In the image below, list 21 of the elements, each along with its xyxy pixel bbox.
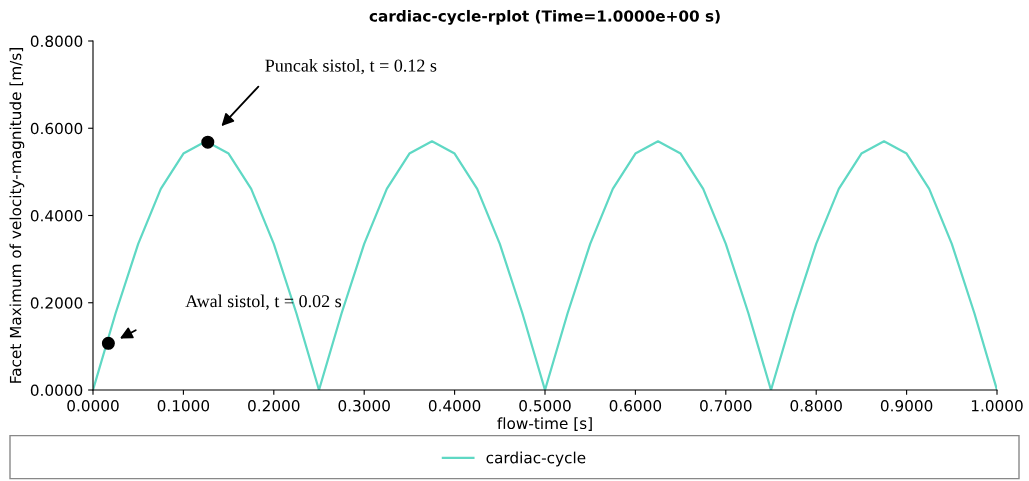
x-axis-title: flow-time [s] [497, 417, 592, 431]
x-tick-label: 0.6000 [609, 399, 662, 412]
y-tick-label: 0.6000 [30, 122, 83, 135]
x-tick-label: 0.5000 [519, 399, 571, 412]
chart-title: cardiac-cycle-rplot (Time=1.0000e+00 s) [369, 9, 720, 25]
x-tick-label: 0.3000 [338, 399, 390, 412]
y-tick-label: 0.4000 [30, 209, 83, 222]
x-tick-label: 0.0000 [67, 399, 119, 412]
y-tick-label: 0.2000 [30, 297, 83, 309]
x-tick-label: 0.1000 [157, 399, 210, 412]
y-tick-label: 0.0000 [30, 384, 83, 397]
legend-label: cardiac-cycle [486, 451, 586, 467]
y-tick-label: 0.8000 [30, 35, 83, 48]
x-tick-label: 0.9000 [880, 399, 933, 412]
annotation: Puncak sistol, t = 0.12 s [265, 58, 437, 75]
x-tick-label: 0.8000 [790, 399, 842, 412]
x-tick-label: 1.0000 [971, 399, 1023, 412]
x-tick-label: 0.4000 [428, 399, 481, 412]
y-axis-title: Facet Maximum of velocity-magnitude [m/s] [9, 48, 25, 383]
x-tick-label: 0.7000 [700, 399, 752, 412]
x-tick-label: 0.2000 [248, 399, 300, 412]
